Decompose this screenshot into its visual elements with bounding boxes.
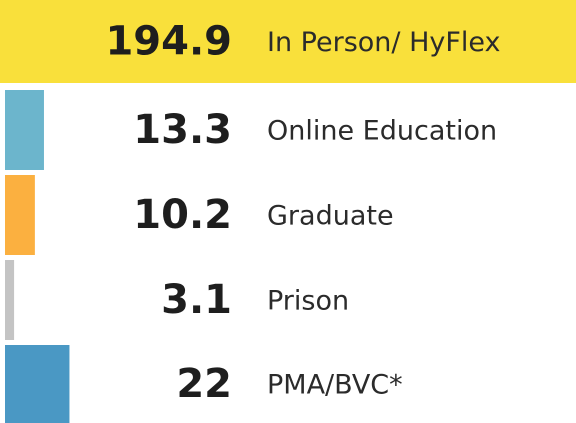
value-label: 22 <box>176 361 232 407</box>
value-label: 13.3 <box>133 107 232 153</box>
bar <box>5 260 15 340</box>
category-label: Graduate <box>267 201 394 232</box>
value-label: 194.9 <box>105 19 232 65</box>
value-label: 10.2 <box>133 192 232 238</box>
bar <box>0 0 576 83</box>
bar <box>5 90 44 170</box>
bar <box>5 345 70 423</box>
bar <box>5 175 35 255</box>
value-label: 3.1 <box>161 277 232 323</box>
category-label: PMA/BVC* <box>267 370 403 401</box>
category-label: Prison <box>267 286 349 317</box>
category-label: Online Education <box>267 116 497 147</box>
category-label: In Person/ HyFlex <box>267 27 501 58</box>
